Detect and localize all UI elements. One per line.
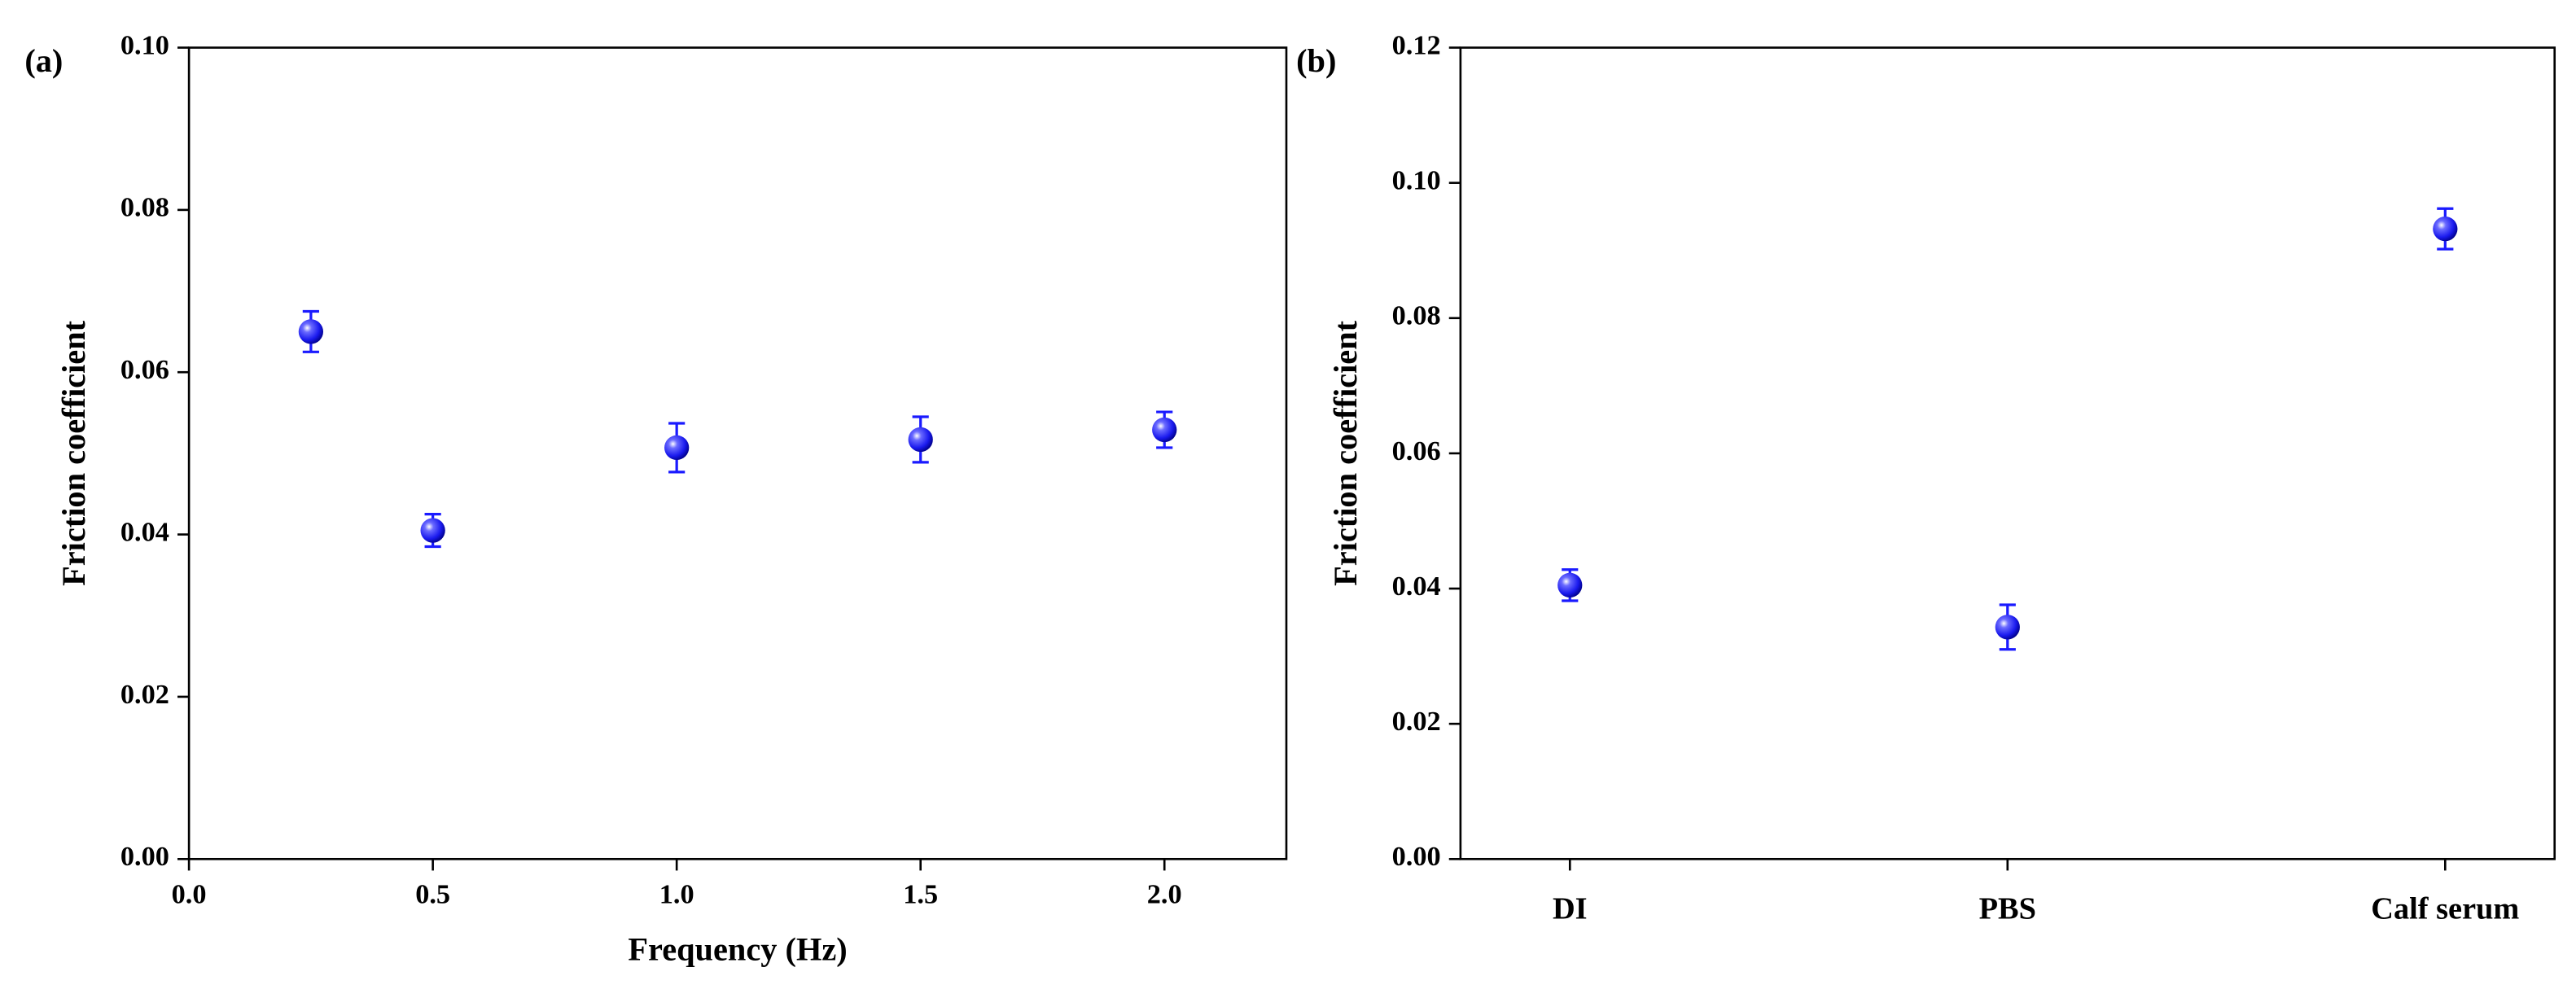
y-tick-label: 0.00 [120,841,169,872]
y-tick-label: 0.04 [1392,571,1441,602]
x-tick-label: 1.5 [903,879,938,910]
x-tick-label: 2.0 [1147,879,1182,910]
panel-label: (b) [1296,42,1336,79]
y-tick-label: 0.10 [1392,165,1441,196]
x-axis-label: Frequency (Hz) [628,931,847,968]
data-point [420,518,445,543]
y-tick-label: 0.06 [120,354,169,385]
x-tick-label: Calf serum [2371,892,2519,926]
y-tick-label: 0.04 [120,516,169,547]
y-tick-label: 0.08 [120,192,169,223]
x-tick-label: PBS [1979,892,2036,926]
y-tick-label: 0.02 [1392,706,1441,737]
data-point [908,427,933,453]
panel-label: (a) [24,42,63,79]
x-tick-label: 0.0 [172,879,207,910]
y-tick-label: 0.12 [1392,29,1441,60]
x-tick-label: 0.5 [415,879,450,910]
data-point [298,319,324,344]
y-axis-label: Friction coefficient [1327,320,1364,586]
data-point [664,435,690,461]
x-tick-label: 1.0 [659,879,694,910]
plot-frame [187,46,1288,860]
data-point [1995,615,2020,640]
data-point [2433,216,2458,242]
y-tick-label: 0.08 [1392,300,1441,331]
y-axis-label: Friction coefficient [55,320,92,586]
y-tick-label: 0.10 [120,29,169,60]
data-point [1557,572,1583,598]
x-tick-label: DI [1553,892,1588,926]
plot-frame [1459,46,2556,860]
y-tick-label: 0.00 [1392,841,1441,872]
y-tick-label: 0.02 [120,679,169,710]
data-point [1152,417,1177,443]
y-tick-label: 0.06 [1392,436,1441,466]
